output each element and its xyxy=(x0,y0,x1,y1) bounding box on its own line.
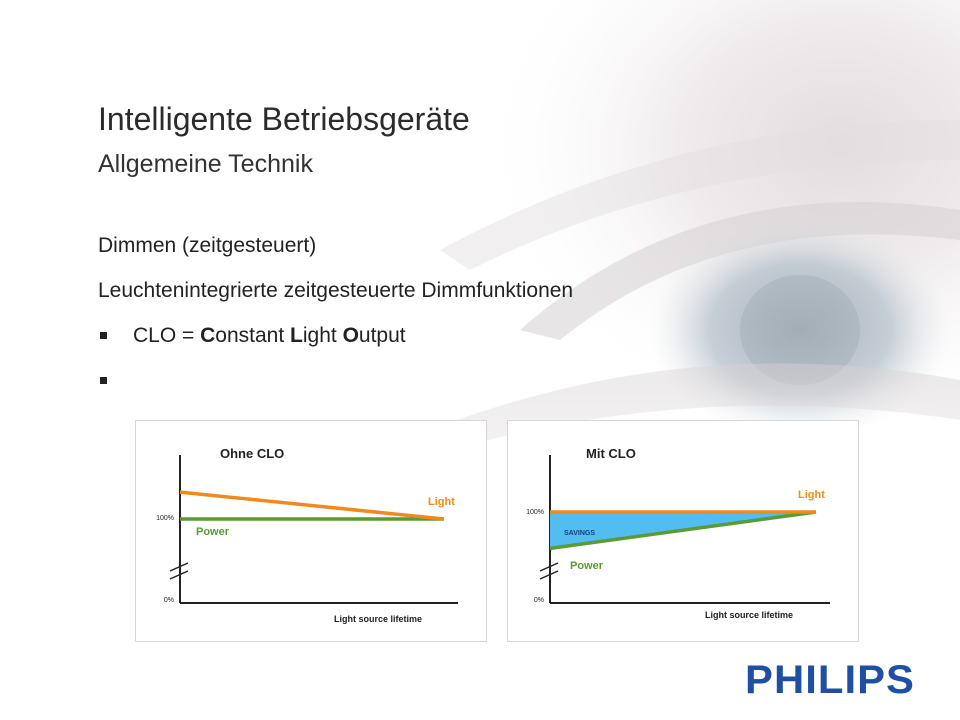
chart-mit-clo-svg: Mit CLO 100% 0% Light source lifetime SA… xyxy=(526,446,830,620)
series-label-power: Power xyxy=(570,560,604,572)
axis-break-mark xyxy=(169,570,189,580)
philips-logo: PHILIPS xyxy=(745,658,915,701)
series-label-light: Light xyxy=(798,489,825,501)
x-axis-label: Light source lifetime xyxy=(705,610,793,620)
y-tick-0: 0% xyxy=(534,597,544,604)
axis-break-mark xyxy=(539,562,559,572)
chart-mit-clo: Mit CLO 100% 0% Light source lifetime SA… xyxy=(507,420,859,642)
series-line-light xyxy=(179,490,445,521)
x-axis-label: Light source lifetime xyxy=(334,614,422,624)
y-tick-0: 0% xyxy=(164,597,174,604)
slide-subtitle: Allgemeine Technik xyxy=(98,150,313,178)
body-description: Leuchtenintegrierte zeitgesteuerte Dimmf… xyxy=(98,279,574,302)
chart-axes xyxy=(169,455,458,604)
philips-logo-text: PHILIPS xyxy=(745,658,915,701)
bullet-item-clo: CLO = Constant Light Output xyxy=(98,322,858,350)
axis-break-mark xyxy=(169,562,189,572)
series-label-power: Power xyxy=(196,526,230,538)
series-label-light: Light xyxy=(428,496,455,508)
y-tick-100: 100% xyxy=(156,515,174,522)
bullet-square-icon xyxy=(100,377,107,384)
body-heading: Dimmen (zeitgesteuert) xyxy=(98,234,317,257)
chart-ohne-clo-svg: Ohne CLO 100% 0% Light source lifetime L… xyxy=(156,446,458,624)
series-line-power xyxy=(549,510,817,551)
axis-break-mark xyxy=(539,570,559,580)
bullet-item-empty xyxy=(98,367,858,395)
bullet-text: CLO = Constant Light Output xyxy=(133,324,406,347)
savings-area xyxy=(550,512,816,549)
y-tick-100: 100% xyxy=(526,509,544,516)
savings-label: SAVINGS xyxy=(564,530,595,537)
chart-title: Ohne CLO xyxy=(220,446,284,461)
slide-body: Dimmen (zeitgesteuert) Leuchtenintegrier… xyxy=(98,232,858,412)
bullet-square-icon xyxy=(100,332,107,339)
slide-title: Intelligente Betriebsgeräte xyxy=(98,101,470,137)
chart-ohne-clo: Ohne CLO 100% 0% Light source lifetime L… xyxy=(135,420,487,642)
chart-title: Mit CLO xyxy=(586,446,636,461)
